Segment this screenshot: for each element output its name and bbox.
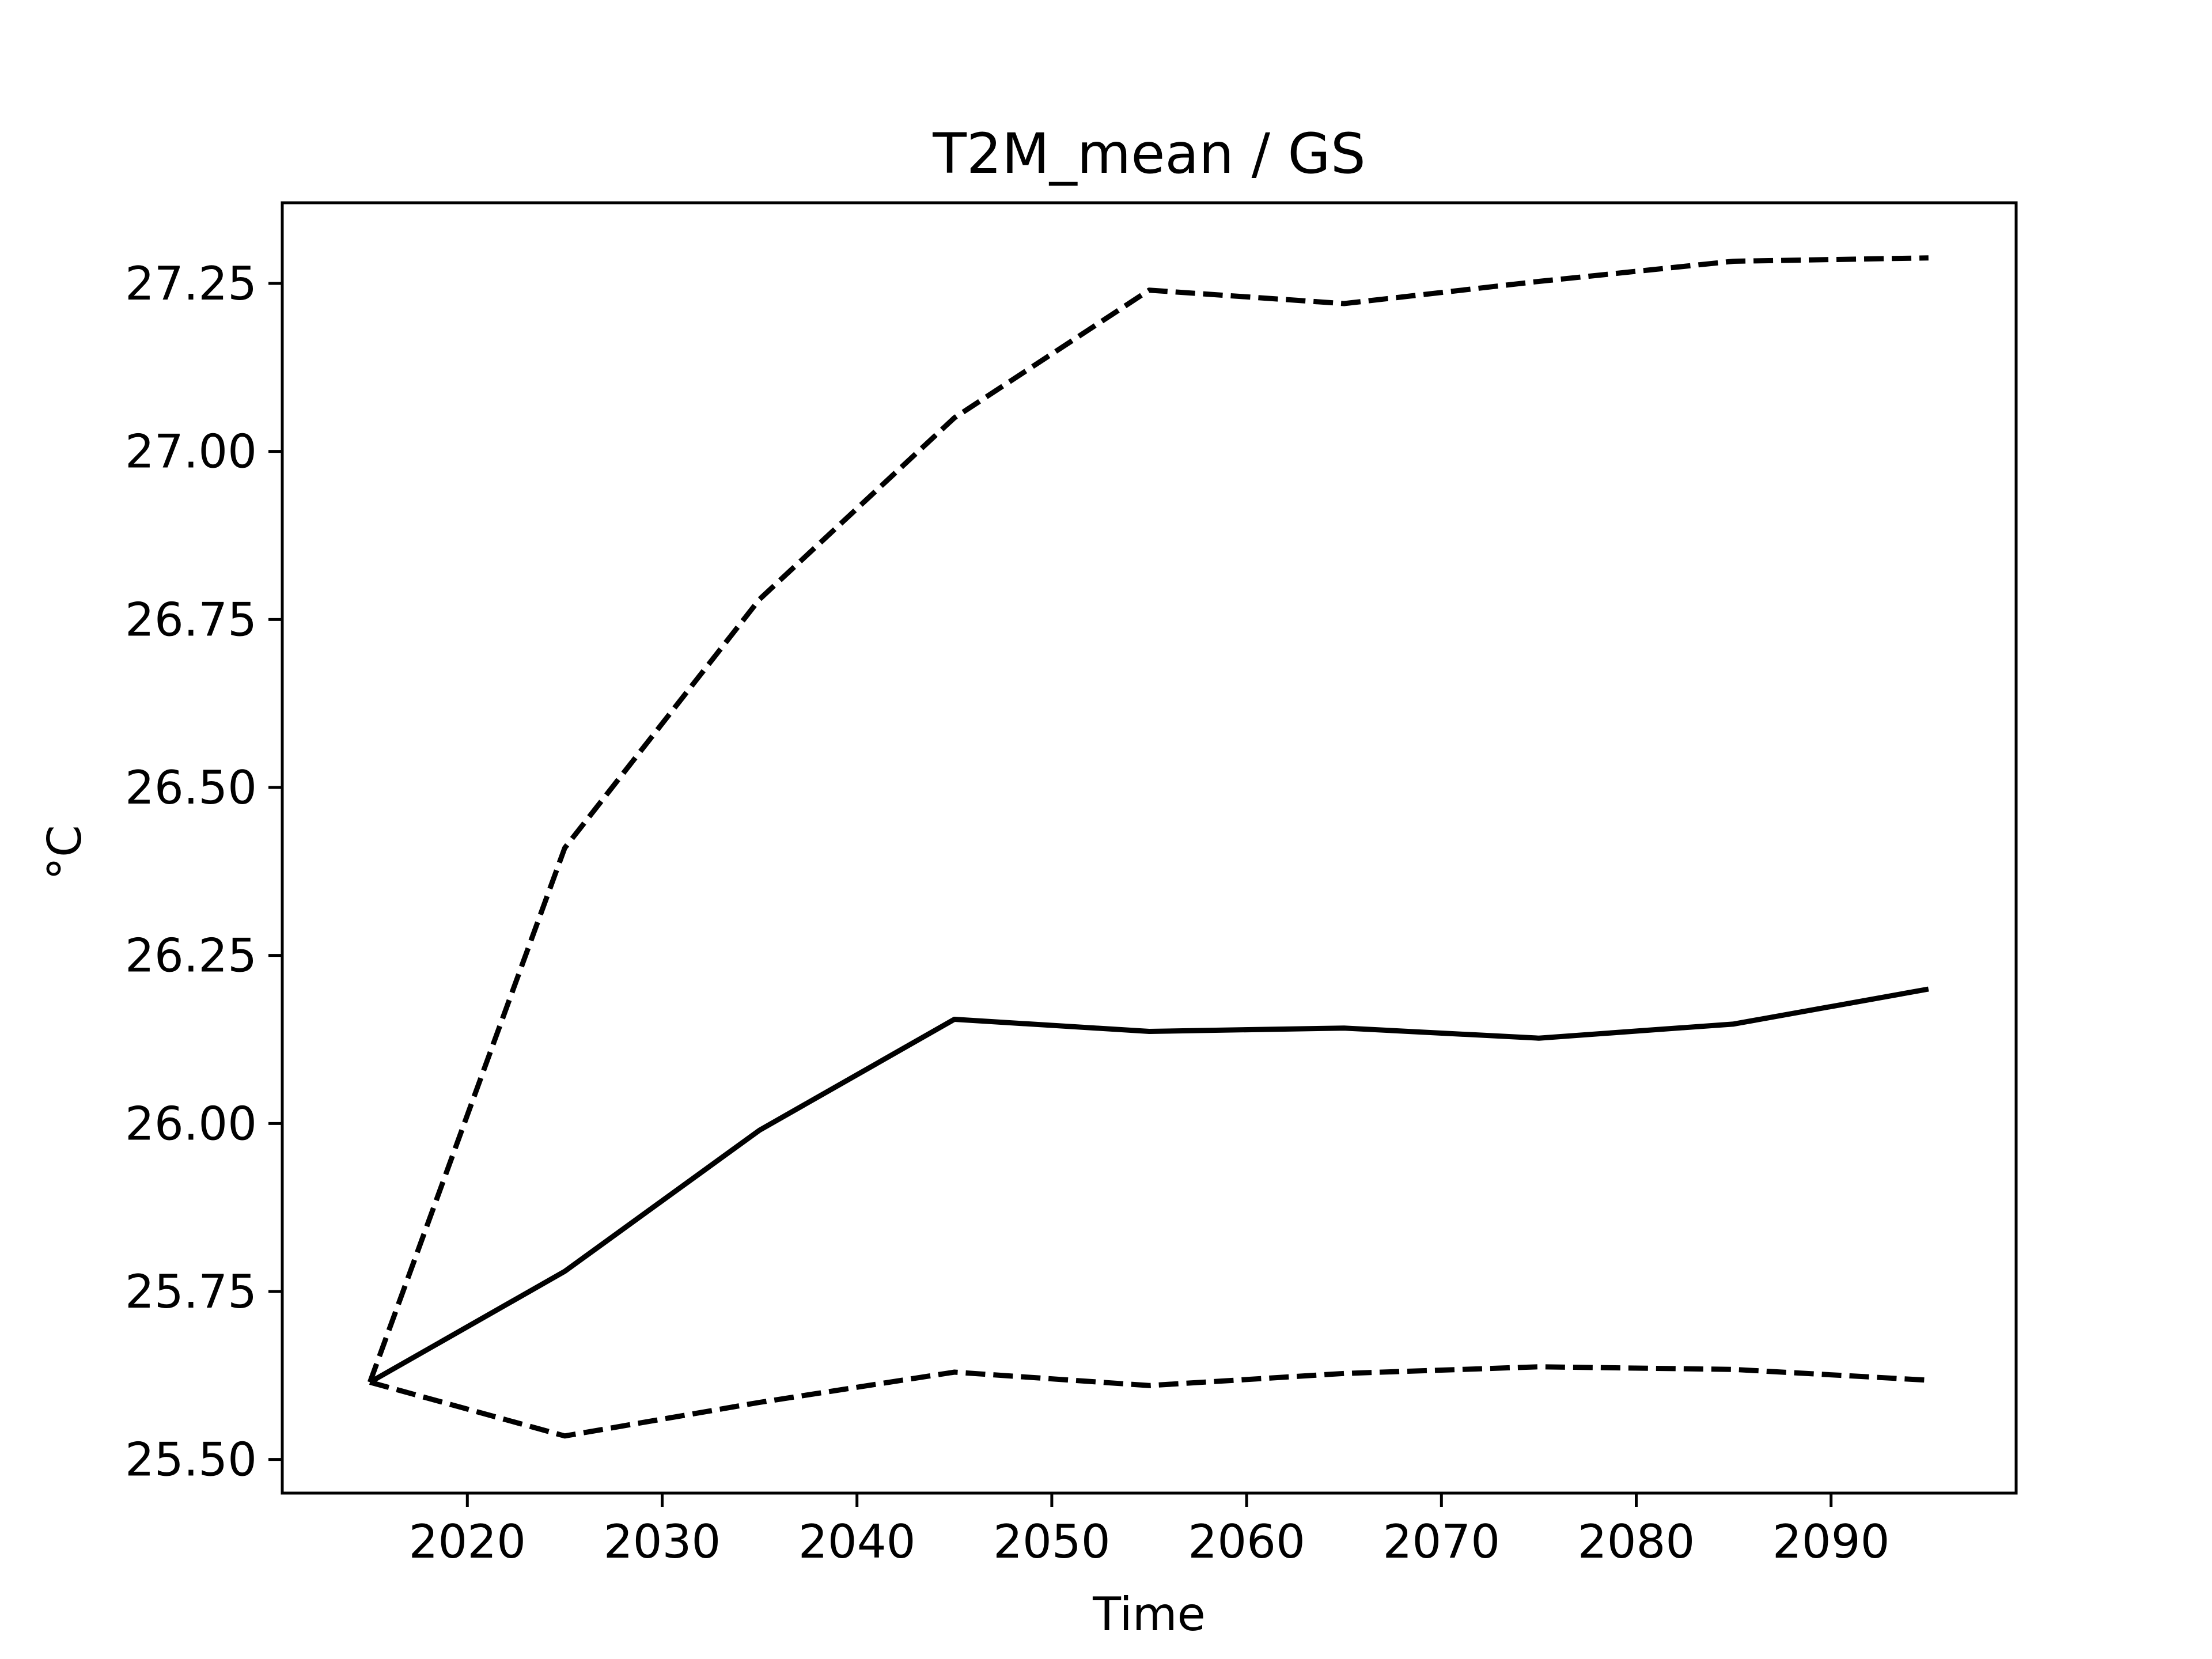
y-tick-label: 25.50 (125, 1433, 257, 1487)
x-tick-label: 2050 (993, 1515, 1111, 1569)
y-tick-label: 27.25 (125, 257, 257, 310)
x-axis: 2020 2030 2040 2050 2060 2070 2080 2090 (408, 1493, 1890, 1569)
x-tick-label: 2030 (604, 1515, 721, 1569)
series-line-upper (367, 255, 1929, 1384)
x-tick-label: 2020 (408, 1515, 526, 1569)
y-axis: 25.50 25.75 26.00 26.25 26.50 26.75 27.00 27.25 (125, 257, 282, 1487)
y-tick-label: 27.00 (125, 425, 257, 479)
series-line-lower (369, 1364, 1929, 1439)
chart-title: T2M_mean / GS (932, 122, 1366, 186)
y-tick-label: 25.75 (125, 1265, 257, 1319)
plot-area-frame (281, 201, 2018, 1495)
y-tick-label: 26.25 (125, 929, 257, 983)
series-group (367, 255, 1929, 1439)
y-tick-label: 26.00 (125, 1097, 257, 1150)
x-tick-label: 2070 (1383, 1515, 1501, 1569)
x-tick-label: 2090 (1772, 1515, 1890, 1569)
x-tick-label: 2060 (1188, 1515, 1305, 1569)
x-tick-label: 2080 (1578, 1515, 1695, 1569)
y-tick-label: 26.75 (125, 593, 257, 646)
x-tick-label: 2040 (798, 1515, 916, 1569)
y-axis-label: °C (38, 825, 92, 880)
x-axis-label: Time (1092, 1588, 1206, 1641)
y-tick-label: 26.50 (125, 761, 257, 815)
series-line-mean (368, 986, 1929, 1385)
